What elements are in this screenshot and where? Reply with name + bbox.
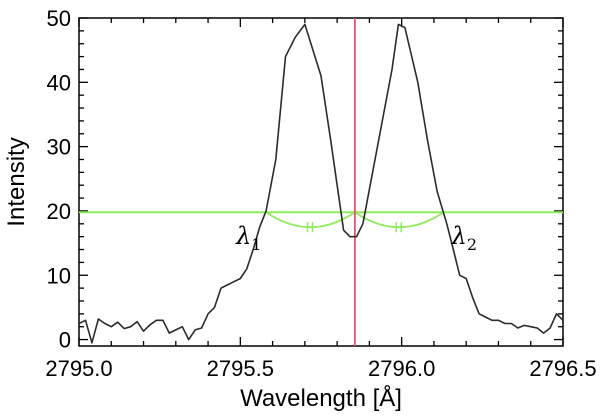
axis-ticks bbox=[78, 17, 564, 346]
annotations: λ1 λ2 bbox=[235, 222, 477, 254]
arc bbox=[354, 211, 445, 229]
plot-area-frame bbox=[78, 17, 564, 347]
lambda-subscript: 1 bbox=[251, 235, 261, 254]
x-tick-label: 2796.0 bbox=[368, 356, 435, 381]
y-tick-label: 10 bbox=[47, 263, 71, 288]
x-axis-label: Wavelength [Å] bbox=[240, 384, 402, 412]
y-tick-label: 40 bbox=[47, 70, 71, 95]
arc bbox=[265, 211, 356, 229]
tick-labels: 2795.0 2795.5 2796.0 2796.5 0 10 20 30 40 50 bbox=[45, 6, 596, 381]
lambda-annotation: λ2 bbox=[451, 222, 477, 254]
lambda-annotation: λ1 bbox=[235, 222, 261, 254]
y-tick-label: 30 bbox=[47, 135, 71, 160]
x-tick-label: 2795.5 bbox=[207, 356, 274, 381]
x-tick-label: 2795.0 bbox=[45, 356, 112, 381]
intensity-series-line bbox=[78, 23, 564, 344]
plot-frame bbox=[78, 17, 564, 347]
lambda-subscript: 2 bbox=[467, 235, 477, 254]
y-tick-label: 0 bbox=[59, 328, 71, 353]
y-axis-label: Intensity bbox=[3, 137, 30, 226]
x-tick-label: 2796.5 bbox=[529, 356, 596, 381]
series-group bbox=[78, 23, 564, 344]
y-tick-label: 50 bbox=[47, 6, 71, 31]
y-tick-label: 20 bbox=[47, 199, 71, 224]
